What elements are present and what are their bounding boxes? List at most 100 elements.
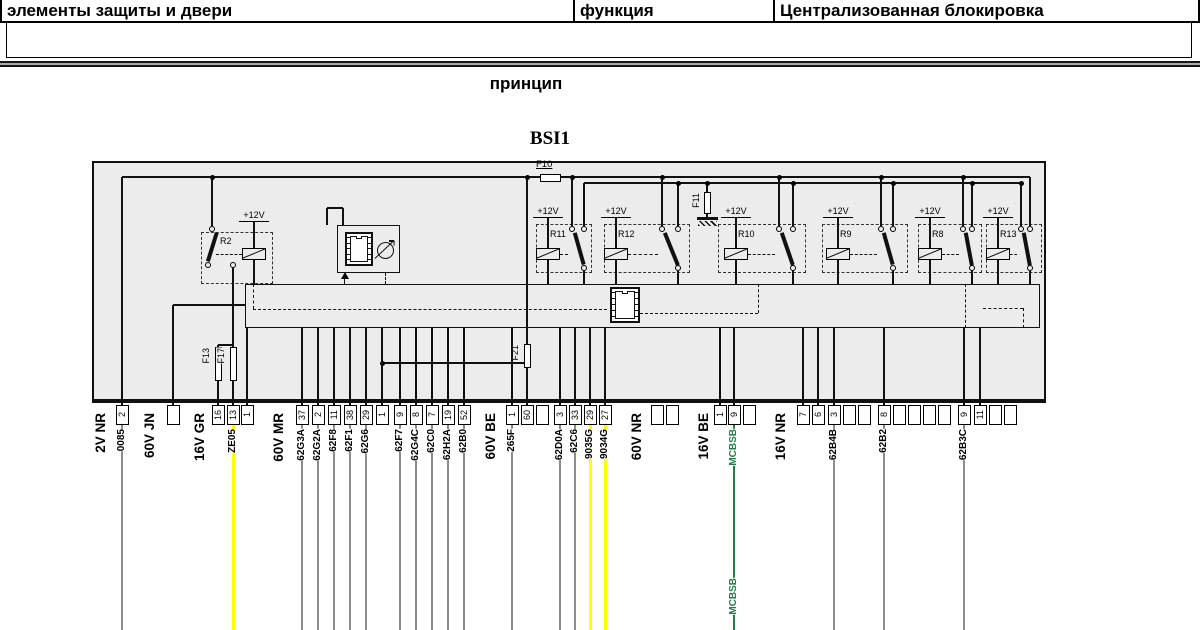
connector-label-60V-MR: 60V MR (270, 413, 286, 462)
relay-link (850, 254, 877, 255)
line (892, 271, 894, 284)
relay-contact (790, 265, 796, 271)
pin-number: 38 (344, 409, 355, 420)
pin-box (1003, 405, 1017, 425)
ic-pin (635, 298, 639, 300)
wire-label-ZE05: ZE05 (227, 429, 239, 453)
dashed-line (1023, 308, 1024, 328)
pin-box: 29 (583, 405, 597, 425)
line (880, 177, 882, 226)
line (677, 271, 679, 284)
wire-62G2A (317, 425, 319, 630)
fuse-F17 (229, 347, 237, 381)
wire-label-9035G: 9035G (584, 429, 596, 460)
dashed-line (253, 309, 607, 310)
pin-number: 60 (521, 409, 532, 420)
pin-number: 9 (728, 412, 739, 418)
wire-label-62C0: 62C0 (426, 429, 438, 453)
wire-62H2A (447, 425, 449, 630)
pin-box: 3 (827, 405, 841, 425)
line (1029, 271, 1031, 284)
wire-label-62D0A: 62D0A (554, 429, 566, 461)
line (971, 183, 973, 226)
wire-label-62B0: 62B0 (458, 429, 470, 453)
wire-62C0 (431, 425, 433, 630)
wire-62F1 (349, 425, 351, 630)
header-cell-middle: функция (575, 0, 775, 23)
header-cell-left: элементы защиты и двери (0, 0, 575, 23)
pin-box: 9 (393, 405, 407, 425)
line (792, 183, 794, 226)
line (615, 260, 617, 284)
pin-number: 1 (376, 412, 387, 418)
line (661, 177, 663, 226)
internal-line (604, 328, 606, 405)
relay-link (748, 254, 775, 255)
relay-contact (675, 226, 681, 232)
relay-link (216, 254, 242, 255)
relay-label-R9: R9 (840, 229, 852, 239)
connector-label-60V-NR: 60V NR (628, 413, 644, 461)
ic-pin (611, 292, 615, 294)
fuse-F10 (540, 173, 561, 182)
pin-box: 8 (877, 405, 891, 425)
internal-line (415, 328, 417, 405)
line (583, 271, 585, 284)
wire-265F (511, 425, 513, 630)
pin-box: 7 (796, 405, 810, 425)
pin-box: 29 (359, 405, 373, 425)
ic-pin (635, 316, 639, 318)
pin-number: 29 (584, 409, 595, 420)
bus-junction-dot (704, 180, 710, 186)
ic-pin (368, 253, 372, 255)
pin-box: 2 (311, 405, 325, 425)
pin-box: 11 (973, 405, 987, 425)
relay-contact (230, 262, 236, 268)
pin-box (988, 405, 1002, 425)
internal-line (574, 328, 576, 405)
relay-label-R10: R10 (738, 229, 755, 239)
supply-12v-label: +12V (915, 205, 945, 218)
ic-pin (368, 242, 372, 244)
relay-label-R2: R2 (220, 236, 232, 246)
supply-12v-label: +12V (601, 205, 631, 218)
pin-box (937, 405, 951, 425)
ic-pin (346, 259, 350, 261)
pin-box: 37 (295, 405, 309, 425)
ground-icon (697, 217, 718, 220)
relay-label-R11: R11 (550, 229, 566, 239)
internal-line (463, 328, 465, 405)
pin-box: 1 (240, 405, 254, 425)
line (778, 177, 780, 226)
line (253, 260, 255, 284)
pin-box: 27 (598, 405, 612, 425)
ic-notch (622, 291, 628, 294)
wire-label-62B3C: 62B3C (958, 429, 970, 461)
line (326, 208, 328, 225)
ic-pin (611, 298, 615, 300)
pin-box (166, 405, 180, 425)
pin-box: 3 (553, 405, 567, 425)
pin-box: 7 (425, 405, 439, 425)
wire-label-62F1: 62F1 (344, 429, 356, 452)
relay-contact (890, 226, 896, 232)
wire-62G3A (301, 425, 303, 630)
relay-link (560, 254, 568, 255)
internal-line (802, 328, 804, 405)
relay-contact (581, 226, 587, 232)
line (211, 177, 213, 226)
line (929, 260, 931, 284)
ic-pin (635, 304, 639, 306)
line (997, 260, 999, 284)
pin-box: 60 (520, 405, 534, 425)
wire-label-62G4C: 62G4C (410, 429, 422, 461)
bus-junction-dot (790, 180, 796, 186)
control-module (337, 225, 400, 273)
internal-line (883, 328, 885, 405)
line (706, 214, 708, 218)
bsi-unit-box (92, 161, 1046, 403)
wire-label-62G2A: 62G2A (312, 429, 324, 461)
line (342, 208, 344, 225)
ic-pin (611, 316, 615, 318)
